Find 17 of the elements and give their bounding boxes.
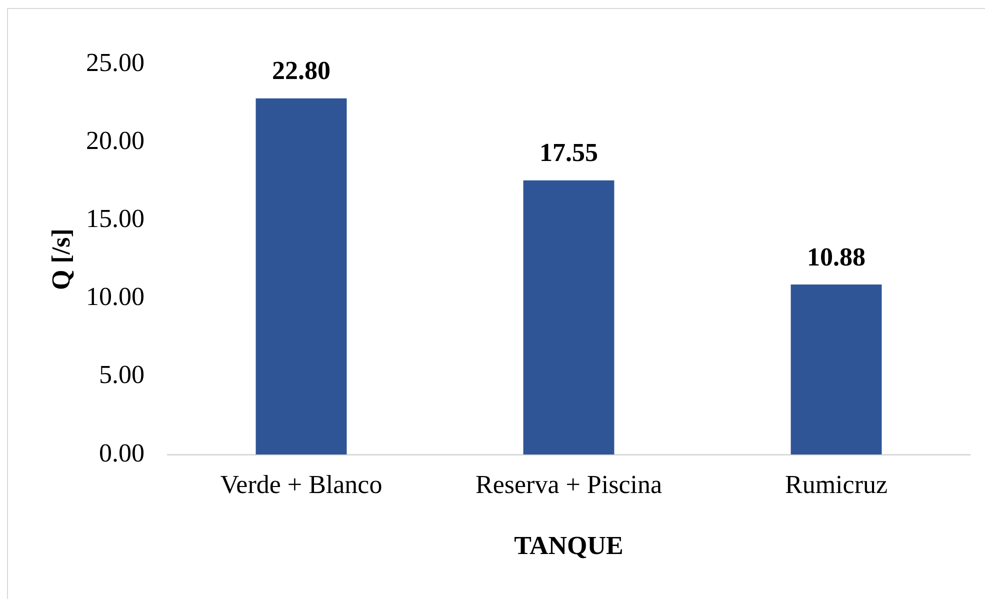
y-tick-label: 10.00 xyxy=(86,282,144,312)
y-tick-label: 15.00 xyxy=(86,204,144,234)
data-label: 17.55 xyxy=(540,138,598,168)
data-label: 10.88 xyxy=(807,242,866,272)
x-axis-title: TANQUE xyxy=(514,531,624,560)
y-tick-label: 0.00 xyxy=(99,438,144,468)
bar xyxy=(523,180,614,454)
x-tick-label: Reserva + Piscina xyxy=(475,470,662,499)
y-tick-label: 25.00 xyxy=(86,48,144,77)
bar xyxy=(790,284,882,454)
bar xyxy=(256,98,347,454)
y-axis-title: Q [/s] xyxy=(46,228,76,290)
y-tick-label: 20.00 xyxy=(86,126,144,155)
data-label: 22.80 xyxy=(272,56,330,86)
x-tick-label: Rumicruz xyxy=(784,470,888,499)
x-tick-label: Verde + Blanco xyxy=(220,470,382,499)
y-tick-label: 5.00 xyxy=(99,360,144,390)
